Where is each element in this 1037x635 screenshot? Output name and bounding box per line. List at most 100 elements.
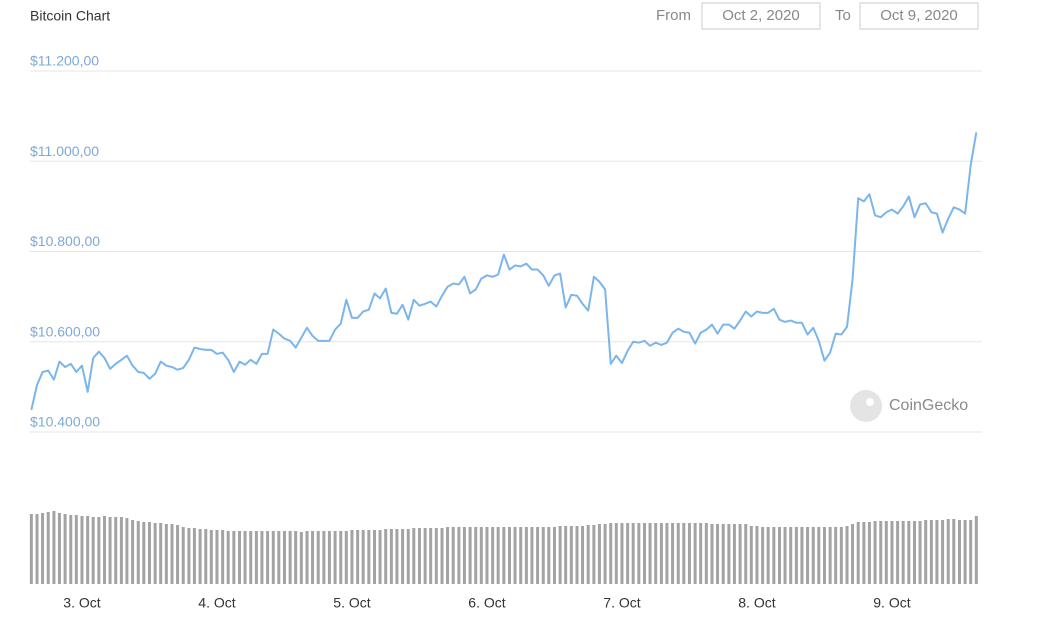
volume-bar [524,527,528,584]
volume-bar [114,517,118,584]
volume-bar [974,516,978,584]
from-label: From [656,7,691,24]
volume-bar [221,530,225,584]
volume-bar [806,527,810,584]
volume-bar [271,531,275,584]
volume-bar [52,511,56,584]
volume-bar [755,526,759,584]
volume-bar [344,531,348,584]
volume-bar [277,531,281,584]
volume-bar [586,525,590,584]
volume-bar [873,521,877,584]
volume-bar [356,530,360,584]
volume-bar [125,518,129,584]
x-tick-label: 6. Oct [468,595,505,611]
volume-bar [581,526,585,584]
volume-bar [412,528,416,584]
volume-bar [603,524,607,584]
volume-bar [884,521,888,584]
volume-bar [946,519,950,584]
volume-bar [800,527,804,584]
volume-bar [249,531,253,584]
volume-bar [260,531,264,584]
volume-bar [69,515,73,584]
volume-bar [513,527,517,584]
volume-bar [266,531,270,584]
volume-bar [311,531,315,584]
volume-bar [147,522,151,584]
volume-bar [142,522,146,584]
from-input[interactable] [701,2,821,30]
volume-bar [91,517,95,584]
volume-bar [682,523,686,584]
volume-bar [35,514,39,584]
volume-bar [671,523,675,584]
volume-bar [659,523,663,584]
chart-title: Bitcoin Chart [30,8,110,24]
volume-bar [367,530,371,584]
x-tick-label: 7. Oct [603,595,640,611]
volume-bar [406,529,410,584]
volume-bar [519,527,523,584]
volume-bar [839,527,843,584]
volume-bar [693,523,697,584]
volume-bar [901,521,905,584]
volume-bar [204,529,208,584]
volume-bar [845,526,849,584]
volume-bar [159,523,163,584]
volume-bar [305,531,309,584]
volume-bar [181,527,185,584]
volume-bar [440,528,444,584]
volume-bar [536,527,540,584]
volume-bar [80,516,84,584]
volume-bar [541,527,545,584]
volume-bar [373,530,377,584]
volume-bar [457,527,461,584]
volume-bar [564,526,568,584]
watermark-logo-eye [866,398,874,406]
volume-bar [732,524,736,584]
volume-bar [772,527,776,584]
volume-bar [462,527,466,584]
volume-bar [46,512,50,584]
volume-bar [862,522,866,584]
to-input[interactable] [859,2,979,30]
volume-bar [131,520,135,584]
volume-bar [530,527,534,584]
volume-bar [243,531,247,584]
volume-bar [766,527,770,584]
volume-bar [333,531,337,584]
volume-bar [508,527,512,584]
volume-bar [378,530,382,584]
volume-bar [957,520,961,584]
volume-bar [828,527,832,584]
y-tick-label: $11.200,00 [30,53,99,69]
volume-bar [97,517,101,584]
volume-bar [710,524,714,584]
volume-bar [395,529,399,584]
volume-bar [896,521,900,584]
volume-bar [817,527,821,584]
volume-bar [282,531,286,584]
volume-bar [164,524,168,584]
volume-bar [749,526,753,584]
volume-bar [727,524,731,584]
volume-bar [417,528,421,584]
volume-bar [361,530,365,584]
volume-bar [918,521,922,584]
volume-bar [643,523,647,584]
volume-bar [969,520,973,584]
x-tick-label: 5. Oct [333,595,370,611]
volume-bar [339,531,343,584]
volume-bar [322,531,326,584]
volume-bar [626,523,630,584]
volume-bar [209,530,213,584]
volume-bar [485,527,489,584]
volume-bar [350,530,354,584]
volume-bar [153,523,157,584]
volume-bar [446,527,450,584]
to-date[interactable]: Oct 9, 2020 [880,7,958,24]
from-date[interactable]: Oct 2, 2020 [722,7,800,24]
volume-bar [294,531,298,584]
y-tick-label: $11.000,00 [30,143,99,159]
